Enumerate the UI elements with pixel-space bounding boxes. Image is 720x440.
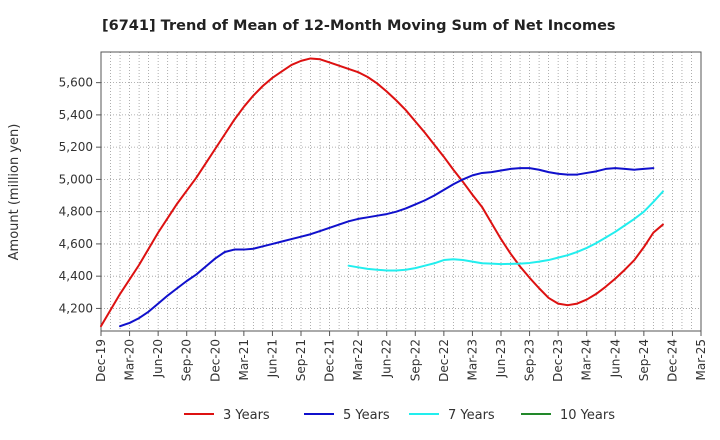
chart-title: [6741] Trend of Mean of 12-Month Moving … xyxy=(102,18,616,34)
x-tick-label: Sep-24 xyxy=(637,339,651,381)
y-tick-label: 4,200 xyxy=(59,301,93,315)
y-tick-label: 5,200 xyxy=(59,140,93,154)
x-tick-label: Sep-22 xyxy=(408,339,422,381)
x-tick-label: Jun-21 xyxy=(265,339,279,378)
series-line-2 xyxy=(119,167,655,328)
x-tick-label: Jun-24 xyxy=(608,339,622,378)
legend: 3 Years 5 Years 7 Years 10 Years xyxy=(184,408,615,423)
legend-label-3: 7 Years xyxy=(448,408,495,423)
y-tick-label: 5,400 xyxy=(59,108,93,122)
y-axis-title: Amount (million yen) xyxy=(7,124,22,261)
x-tick-label: Dec-19 xyxy=(94,339,108,382)
x-tick-label: Mar-25 xyxy=(694,339,708,380)
series-lines xyxy=(100,57,664,328)
series-line-3 xyxy=(347,190,664,272)
x-tick-label: Mar-24 xyxy=(580,339,594,380)
x-tick-label: Dec-21 xyxy=(323,339,337,382)
x-tick-label: Dec-23 xyxy=(551,339,565,382)
legend-label-1: 3 Years xyxy=(223,408,270,423)
y-tick-label: 5,600 xyxy=(59,76,93,90)
x-tick-label: Mar-23 xyxy=(465,339,479,380)
legend-label-2: 5 Years xyxy=(343,408,390,423)
x-tick-label: Sep-23 xyxy=(523,339,537,381)
x-tick-label: Mar-20 xyxy=(123,339,137,380)
x-tick-label: Sep-21 xyxy=(294,339,308,381)
x-tick-label: Jun-22 xyxy=(380,339,394,378)
x-tick-label: Sep-20 xyxy=(180,339,194,381)
x-tick-label: Dec-24 xyxy=(665,339,679,382)
y-tick-label: 5,000 xyxy=(59,172,93,186)
grid xyxy=(101,52,701,331)
series-line-1 xyxy=(100,57,664,328)
y-tick-label: 4,600 xyxy=(59,237,93,251)
plot-frame xyxy=(100,51,702,332)
legend-label-4: 10 Years xyxy=(560,408,615,423)
y-axis: 4,200 4,400 4,600 4,800 5,000 5,200 5,400 5,600 xyxy=(59,76,101,315)
y-tick-label: 4,400 xyxy=(59,269,93,283)
y-tick-label: 4,800 xyxy=(59,205,93,219)
x-axis: Dec-19 Mar-20 Jun-20 Sep-20 Dec-20 Mar-21 Jun-… xyxy=(94,331,708,382)
x-tick-label: Jun-23 xyxy=(494,339,508,378)
x-tick-label: Mar-21 xyxy=(237,339,251,380)
x-tick-label: Dec-22 xyxy=(437,339,451,382)
x-tick-label: Mar-22 xyxy=(351,339,365,380)
x-tick-label: Dec-20 xyxy=(208,339,222,382)
x-tick-label: Jun-20 xyxy=(151,339,165,378)
